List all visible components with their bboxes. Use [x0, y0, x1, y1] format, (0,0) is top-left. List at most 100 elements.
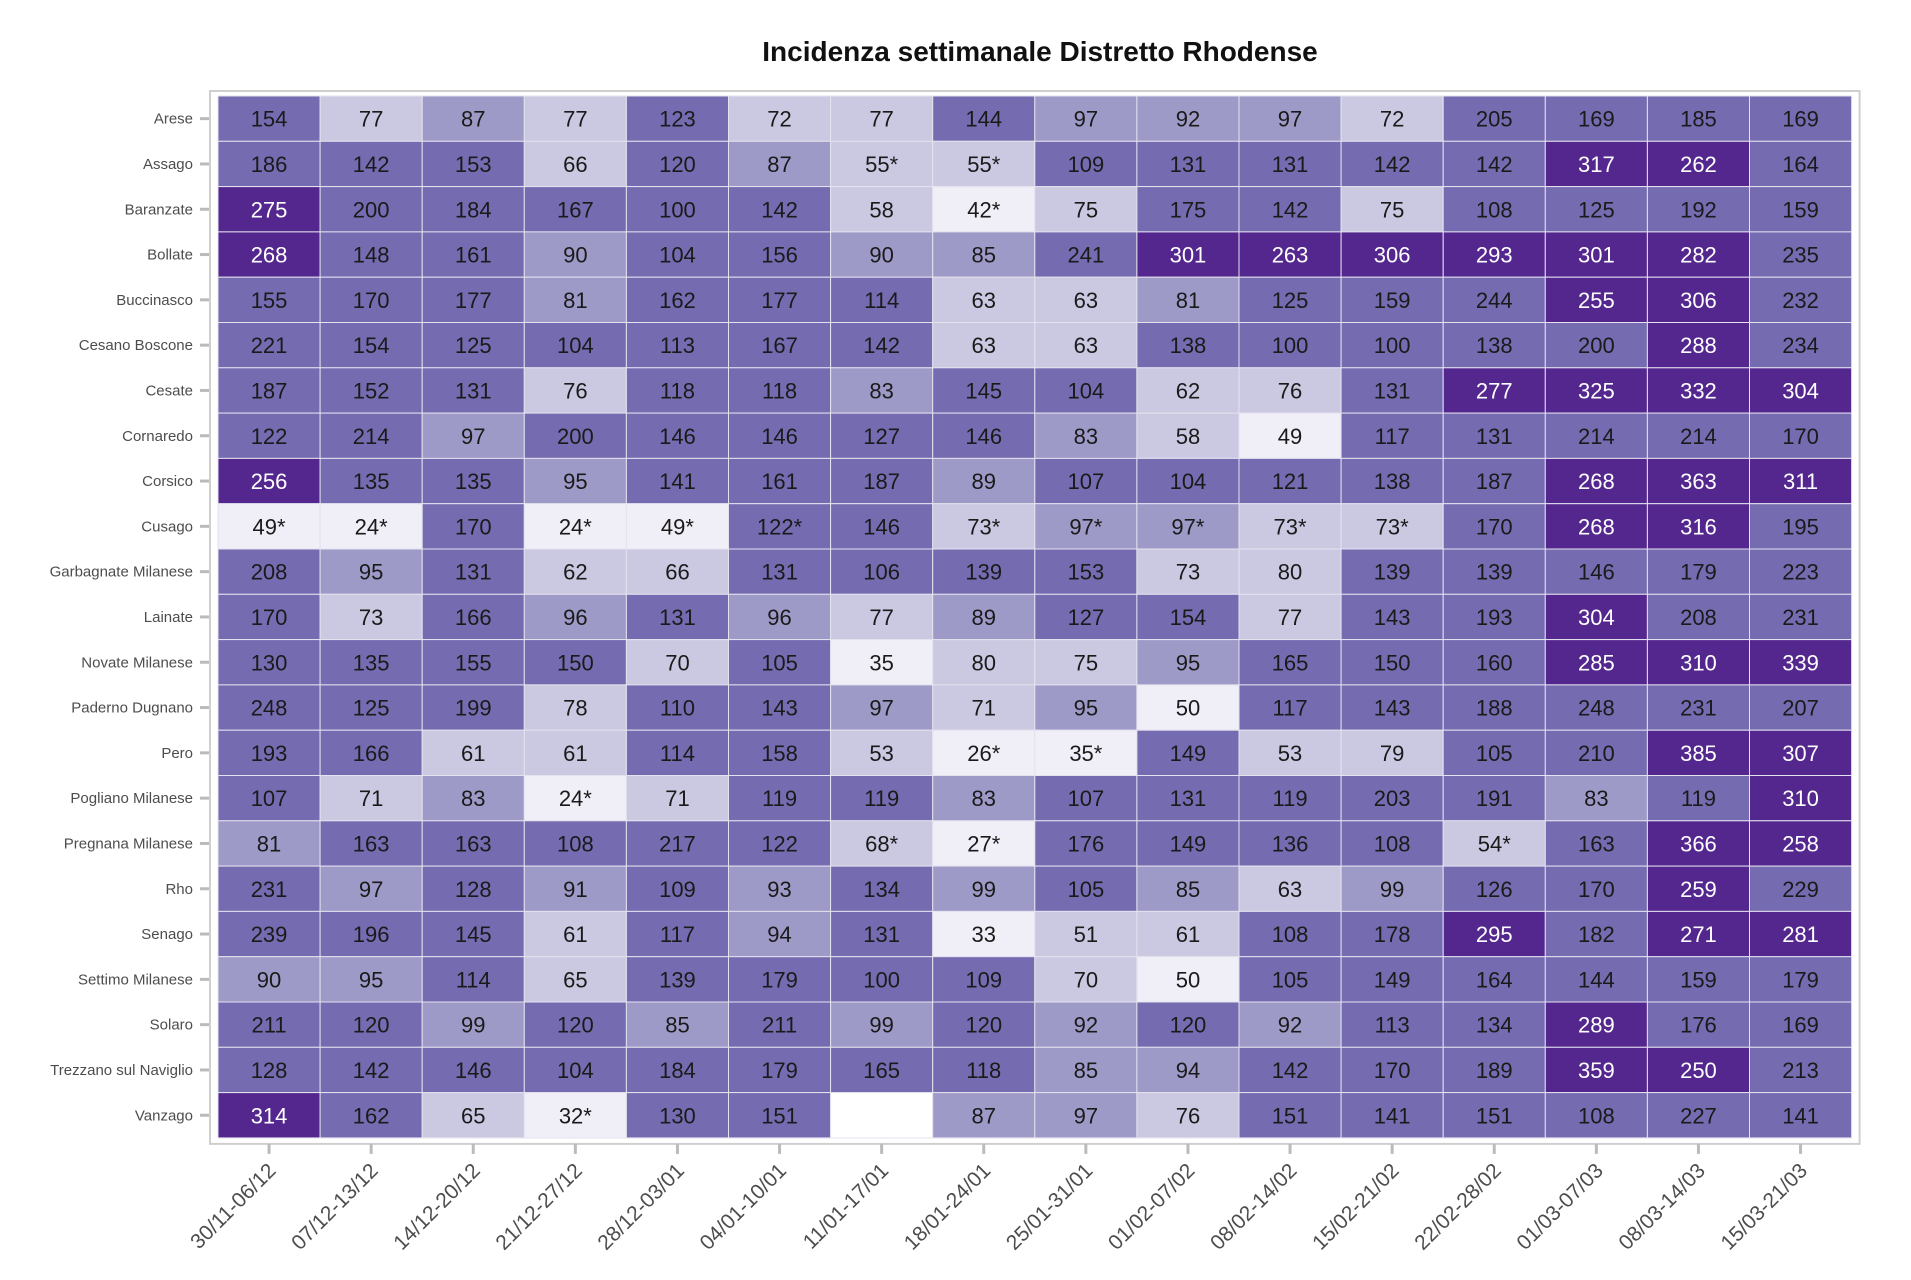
cell-value: 255: [1578, 288, 1615, 313]
cell-value: 114: [660, 741, 695, 766]
heatmap-cell: [1238, 95, 1342, 142]
cell-value: 289: [1578, 1013, 1615, 1038]
heatmap-cell: [1646, 276, 1751, 324]
cell-value: 99: [1380, 877, 1404, 902]
heatmap-cell: [1340, 775, 1444, 822]
heatmap-cell: [1238, 639, 1342, 686]
row-label: Trezzano sul Naviglio: [50, 1062, 193, 1079]
cell-value: 131: [863, 922, 900, 947]
heatmap-cell: [217, 820, 321, 867]
cell-value: 214: [1578, 424, 1615, 449]
cell-value: 144: [1578, 967, 1615, 992]
cell-value: 144: [965, 107, 1002, 132]
column-label: 08/02-14/02: [1206, 1159, 1302, 1255]
row-label: Garbagnate Milanese: [50, 564, 193, 581]
cell-value: 143: [1374, 605, 1411, 630]
cell-value: 76: [1278, 378, 1302, 403]
heatmap-cell: [830, 775, 934, 822]
cell-value: 42*: [967, 197, 1000, 222]
heatmap-cell: [625, 186, 730, 233]
heatmap-cell: [421, 639, 525, 686]
heatmap-cell: [1136, 412, 1240, 459]
cell-value: 262: [1680, 152, 1717, 177]
heatmap-cell: [830, 820, 934, 867]
cell-value: 164: [1476, 967, 1513, 992]
cell-value: 97: [1074, 107, 1098, 132]
heatmap-cell: [1034, 639, 1138, 686]
row-label: Pogliano Milanese: [70, 790, 193, 807]
heatmap-cell: [1442, 548, 1546, 595]
cell-value: 83: [972, 786, 996, 811]
cell-value: 317: [1578, 152, 1615, 177]
heatmap-cell: [1136, 231, 1240, 278]
heatmap-cell: [1749, 593, 1853, 641]
cell-value: 138: [1374, 469, 1411, 494]
cell-value: 304: [1782, 378, 1819, 403]
heatmap-cell: [1749, 276, 1853, 324]
heatmap-cell: [421, 367, 525, 414]
cell-value: 191: [1476, 786, 1513, 811]
cell-value: 366: [1680, 831, 1717, 856]
heatmap-cell: [728, 910, 832, 958]
cell-value: 118: [966, 1058, 1001, 1083]
heatmap-cell: [421, 775, 525, 822]
heatmap-cell: [1238, 231, 1342, 278]
heatmap-cell: [319, 231, 423, 278]
cell-value: 241: [1067, 243, 1104, 268]
heatmap-cell: [1442, 186, 1546, 233]
cell-value: 90: [257, 967, 281, 992]
cell-value: 184: [659, 1058, 696, 1083]
heatmap-cell: [1544, 140, 1648, 188]
cell-value: 143: [761, 696, 798, 721]
cell-value: 187: [251, 378, 288, 403]
cell-value: 162: [353, 1103, 390, 1128]
heatmap-cell: [217, 322, 321, 369]
column-label: 22/02-28/02: [1410, 1159, 1506, 1255]
cell-value: 169: [1782, 1013, 1819, 1038]
heatmap-cell: [1646, 1001, 1751, 1048]
row-label: Lainate: [144, 609, 193, 626]
cell-value: 182: [1578, 922, 1615, 947]
heatmap-cell: [1238, 186, 1342, 233]
cell-value: 54*: [1478, 831, 1511, 856]
heatmap-cell: [1238, 1001, 1342, 1048]
cell-value: 61: [1176, 922, 1200, 947]
cell-value: 110: [660, 696, 695, 721]
heatmap-cell: [523, 503, 627, 550]
cell-value: 170: [455, 514, 492, 539]
cell-value: 142: [1476, 152, 1513, 177]
heatmap-cell: [932, 276, 1036, 324]
cell-value: 92: [1176, 107, 1200, 132]
heatmap-cell: [1034, 729, 1138, 777]
heatmap-cell: [625, 820, 730, 867]
heatmap-cell: [1442, 775, 1546, 822]
heatmap-cell: [1034, 503, 1138, 550]
cell-value: 231: [1680, 696, 1717, 721]
cell-value: 239: [251, 922, 288, 947]
cell-value: 311: [1783, 469, 1818, 494]
column-label: 04/01-10/01: [696, 1159, 792, 1255]
heatmap-cell: [1544, 1046, 1648, 1094]
cell-value: 177: [455, 288, 492, 313]
cell-value: 244: [1476, 288, 1513, 313]
cell-value: 63: [1074, 288, 1098, 313]
heatmap-cell: [932, 1046, 1036, 1094]
heatmap-cell: [1544, 95, 1648, 142]
cell-value: 97*: [1171, 514, 1204, 539]
cell-value: 150: [557, 650, 594, 675]
cell-value: 176: [1067, 831, 1104, 856]
heatmap-cell: [1749, 729, 1853, 777]
cell-value: 87: [972, 1103, 996, 1128]
heatmap-cell: [728, 820, 832, 867]
cell-value: 143: [1374, 696, 1411, 721]
cell-value: 268: [1578, 469, 1615, 494]
heatmap-cell: [625, 729, 730, 777]
heatmap-cell: [217, 1046, 321, 1094]
cell-value: 78: [563, 696, 587, 721]
cell-value: 163: [1578, 831, 1615, 856]
heatmap-cell: [1749, 457, 1853, 505]
row-label: Paderno Dugnano: [71, 700, 193, 717]
cell-value: 162: [659, 288, 696, 313]
heatmap-cell: [830, 548, 934, 595]
heatmap-cell: [1442, 457, 1546, 505]
